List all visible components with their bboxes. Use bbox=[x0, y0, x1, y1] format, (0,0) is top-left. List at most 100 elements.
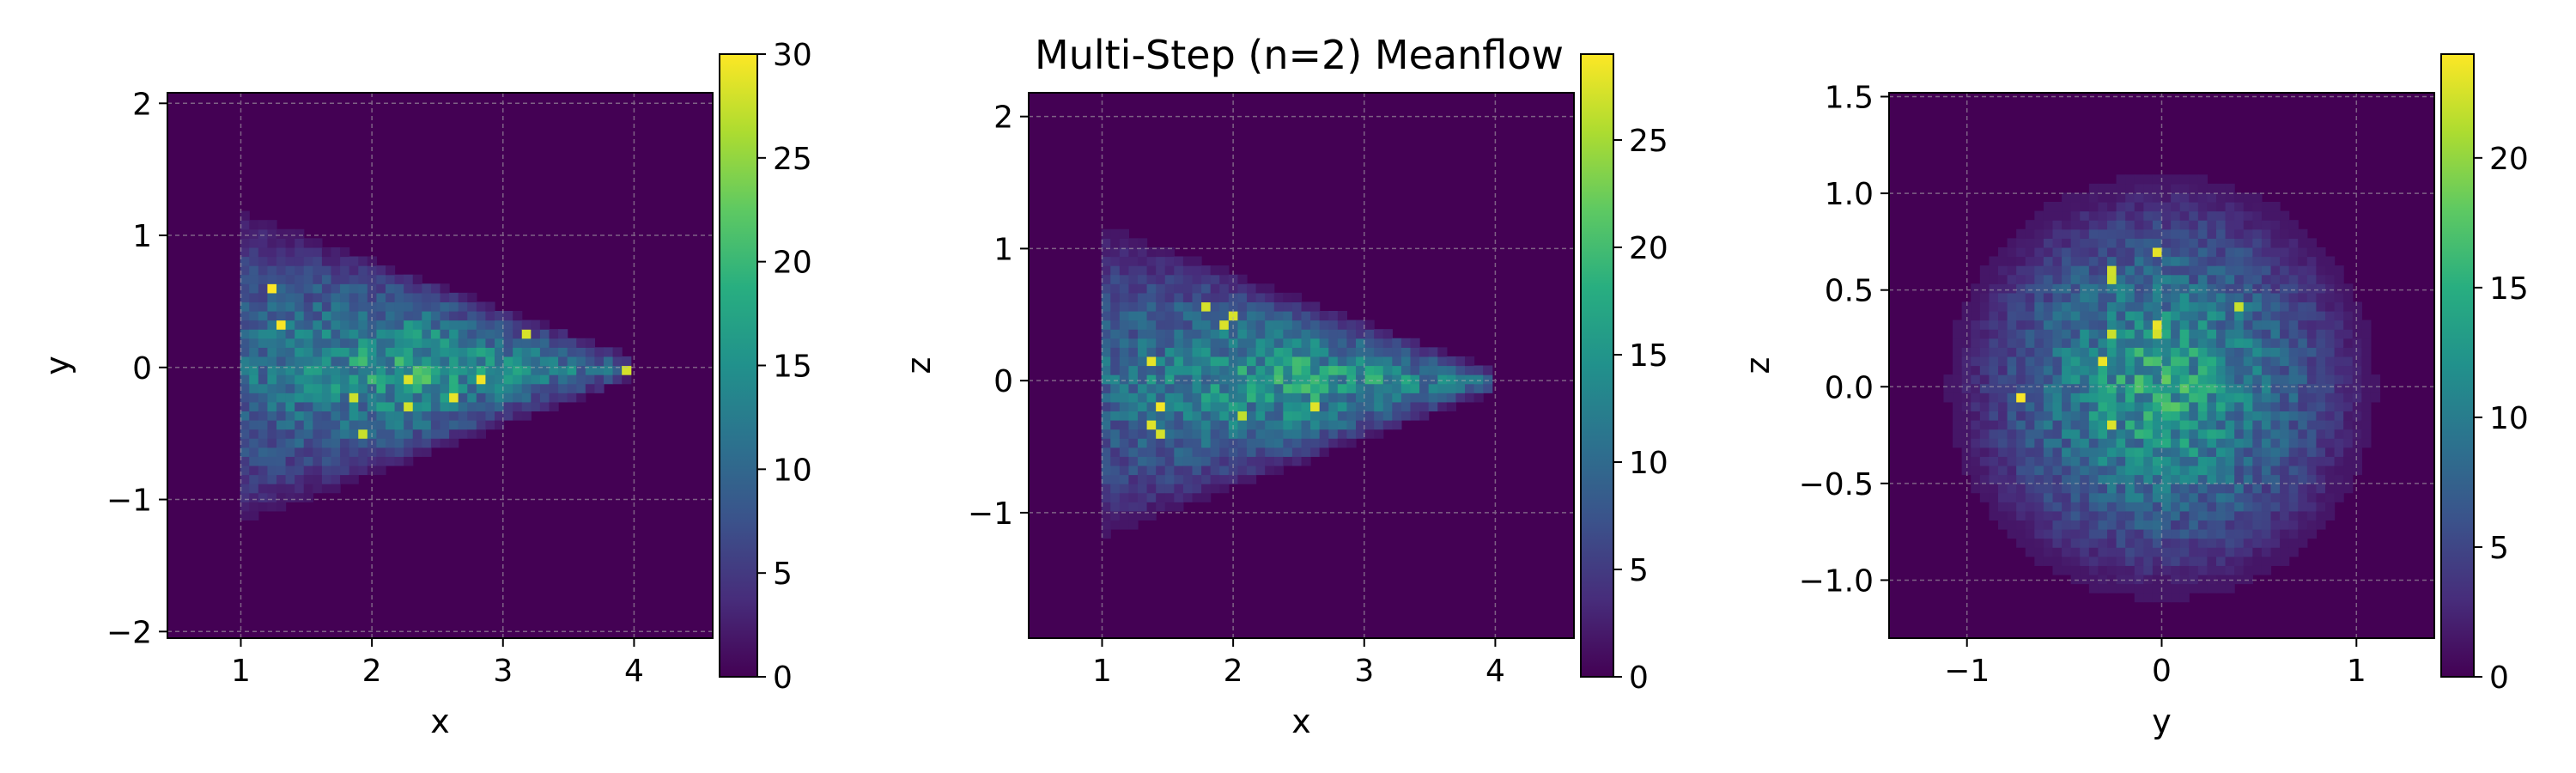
heatmap-cell bbox=[258, 420, 269, 430]
heatmap-cell bbox=[1201, 456, 1212, 466]
heatmap-cell bbox=[2070, 210, 2081, 221]
heatmap-cell bbox=[2243, 447, 2253, 457]
heatmap-cell bbox=[313, 283, 323, 294]
heatmap-cell bbox=[358, 292, 368, 303]
heatmap-cell bbox=[503, 383, 513, 393]
heatmap-cell bbox=[2280, 265, 2290, 276]
heatmap-cell bbox=[2043, 538, 2054, 548]
heatmap-cell bbox=[295, 465, 305, 476]
heatmap-cell bbox=[1301, 301, 1311, 312]
heatmap-cell bbox=[404, 301, 414, 312]
heatmap-cell bbox=[476, 311, 487, 321]
heatmap-cell bbox=[340, 465, 350, 476]
heatmap-cell bbox=[2007, 301, 2017, 312]
heatmap-cell bbox=[2125, 320, 2136, 330]
heatmap-cell bbox=[1146, 401, 1157, 412]
heatmap-cell bbox=[2234, 401, 2245, 412]
heatmap-cell bbox=[2052, 420, 2063, 430]
heatmap-cell bbox=[2088, 210, 2099, 221]
heatmap-cell bbox=[2143, 529, 2154, 539]
heatmap-cell bbox=[267, 492, 277, 502]
heatmap-cell bbox=[430, 311, 441, 321]
heatmap-cell bbox=[1979, 429, 1990, 439]
heatmap-cell bbox=[440, 374, 450, 385]
heatmap-cell bbox=[2143, 365, 2154, 375]
heatmap-cell bbox=[2070, 311, 2081, 321]
x-axis-label: x bbox=[1291, 703, 1311, 740]
heatmap-cell bbox=[1979, 274, 1990, 284]
heatmap-cell bbox=[458, 292, 468, 303]
heatmap-cell bbox=[2034, 474, 2044, 484]
heatmap-cell bbox=[1319, 438, 1329, 448]
heatmap-cell bbox=[531, 347, 541, 357]
heatmap-cell bbox=[1128, 320, 1139, 330]
heatmap-cell bbox=[2080, 492, 2090, 502]
x-tick-label: 4 bbox=[624, 654, 644, 689]
heatmap-cell bbox=[2361, 347, 2372, 357]
heatmap-cell bbox=[2280, 210, 2290, 221]
heatmap-cell bbox=[2134, 547, 2144, 557]
heatmap-cell bbox=[2043, 283, 2054, 294]
heatmap-cell bbox=[2043, 447, 2054, 457]
heatmap-cell bbox=[1228, 411, 1239, 421]
heatmap-cell bbox=[2134, 538, 2144, 548]
heatmap-cell bbox=[2288, 320, 2299, 330]
heatmap-cell bbox=[2034, 238, 2044, 248]
colorbar bbox=[719, 53, 758, 678]
heatmap-cell bbox=[467, 292, 477, 303]
heatmap-cell bbox=[2098, 274, 2108, 284]
heatmap-cell bbox=[2225, 529, 2235, 539]
heatmap-cell bbox=[1192, 374, 1202, 385]
heatmap-cell bbox=[303, 465, 313, 476]
heatmap-cell bbox=[430, 401, 441, 412]
heatmap-cell bbox=[2189, 210, 2199, 221]
heatmap-cell bbox=[376, 401, 386, 412]
heatmap-cell bbox=[240, 356, 250, 367]
heatmap-cell bbox=[2043, 228, 2054, 239]
heatmap-cell bbox=[2306, 256, 2318, 266]
heatmap-cell bbox=[303, 383, 313, 393]
heatmap-cell bbox=[240, 265, 250, 276]
heatmap-cell bbox=[1943, 374, 1953, 385]
heatmap-cell bbox=[240, 492, 250, 502]
heatmap-cell bbox=[1219, 383, 1230, 393]
heatmap-cell bbox=[1101, 311, 1111, 321]
heatmap-cell bbox=[2216, 574, 2227, 585]
heatmap-cell bbox=[1119, 492, 1130, 502]
heatmap-cell bbox=[2352, 356, 2362, 367]
heatmap-cell bbox=[285, 383, 295, 393]
heatmap-cell bbox=[1961, 365, 1971, 375]
heatmap-cell bbox=[2280, 356, 2290, 367]
heatmap-cell bbox=[1989, 292, 1999, 303]
heatmap-cell bbox=[2161, 438, 2172, 448]
heatmap-cell bbox=[1164, 338, 1175, 348]
heatmap-cell bbox=[1400, 338, 1412, 348]
heatmap-cell bbox=[2107, 247, 2117, 258]
heatmap-cell bbox=[1356, 374, 1366, 385]
heatmap-cell bbox=[2125, 383, 2136, 393]
heatmap-cell bbox=[2007, 329, 2017, 339]
heatmap-cell bbox=[1410, 401, 1420, 412]
heatmap-cell bbox=[2088, 556, 2099, 566]
heatmap-cell bbox=[1247, 292, 1257, 303]
heatmap-cell bbox=[2261, 383, 2272, 393]
heatmap-cell bbox=[2007, 320, 2017, 330]
heatmap-cell bbox=[1182, 420, 1194, 430]
heatmap-cell bbox=[2252, 383, 2263, 393]
heatmap-cell bbox=[394, 338, 404, 348]
heatmap-cell bbox=[285, 484, 295, 494]
heatmap-cell bbox=[1953, 320, 1963, 330]
heatmap-cell bbox=[2034, 338, 2044, 348]
heatmap-cell bbox=[2152, 492, 2163, 502]
heatmap-cell bbox=[2134, 292, 2144, 303]
heatmap-cell bbox=[1419, 401, 1430, 412]
heatmap-cell bbox=[2352, 411, 2362, 421]
heatmap-cell bbox=[585, 356, 596, 367]
y-tick-label: 0 bbox=[132, 351, 152, 386]
heatmap-cell bbox=[2143, 228, 2154, 239]
heatmap-cell bbox=[2107, 429, 2117, 439]
heatmap-cell bbox=[2171, 320, 2181, 330]
heatmap-cell bbox=[1138, 429, 1148, 439]
heatmap-cell bbox=[2161, 192, 2172, 203]
heatmap-cell bbox=[495, 347, 505, 357]
